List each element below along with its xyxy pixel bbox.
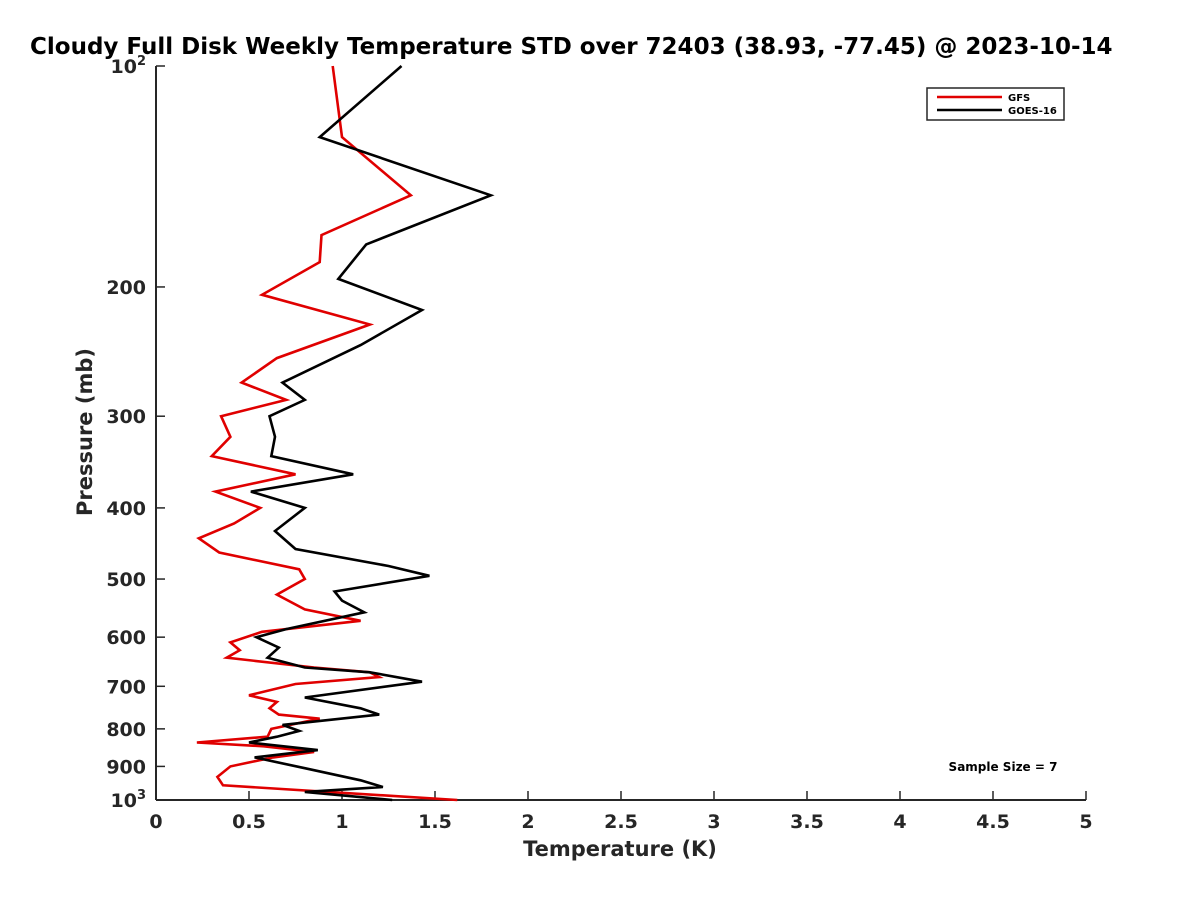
- y-tick-label: 700: [106, 676, 146, 698]
- y-tick-label: 200: [106, 277, 146, 299]
- x-tick-label: 3.5: [790, 811, 824, 833]
- x-tick-label: 1: [335, 811, 348, 833]
- legend: GFS GOES-16: [926, 87, 1065, 121]
- sample-size-annotation: Sample Size = 7: [949, 760, 1058, 774]
- legend-label: GOES-16: [1008, 106, 1057, 117]
- x-axis-label: Temperature (K): [523, 837, 717, 861]
- y-tick-label: 900: [106, 756, 146, 778]
- series-line-goes-16: [248, 65, 495, 802]
- y-tick-label: 300: [106, 406, 146, 428]
- y-axis-label: Pressure (mb): [73, 348, 97, 516]
- y-tick-label: 500: [106, 569, 146, 591]
- y-tick-label: 800: [106, 719, 146, 741]
- y-tick-label: 600: [106, 627, 146, 649]
- x-tick-label: 5: [1079, 811, 1092, 833]
- series-line-gfs: [196, 65, 458, 802]
- x-tick-label: 1.5: [418, 811, 452, 833]
- x-tick-label: 0: [149, 811, 162, 833]
- x-tick-label: 3: [707, 811, 720, 833]
- x-tick-label: 2.5: [604, 811, 638, 833]
- chart-title: Cloudy Full Disk Weekly Temperature STD …: [30, 34, 1113, 60]
- x-tick-label: 4.5: [976, 811, 1010, 833]
- legend-box: [926, 87, 1065, 121]
- y-tick-label: 103: [111, 788, 147, 812]
- x-tick-label: 0.5: [232, 811, 266, 833]
- axes: 0 0.5 1 1.5 2 2.5 3 3.5 4 4.5 5 102 200 300 400 500 600 7…: [106, 54, 1092, 833]
- x-tick-label: 2: [521, 811, 534, 833]
- series-layer: [196, 65, 495, 802]
- x-tick-label: 4: [893, 811, 906, 833]
- y-tick-label: 102: [111, 54, 147, 78]
- legend-label: GFS: [1008, 93, 1030, 104]
- y-tick-label: 400: [106, 498, 146, 520]
